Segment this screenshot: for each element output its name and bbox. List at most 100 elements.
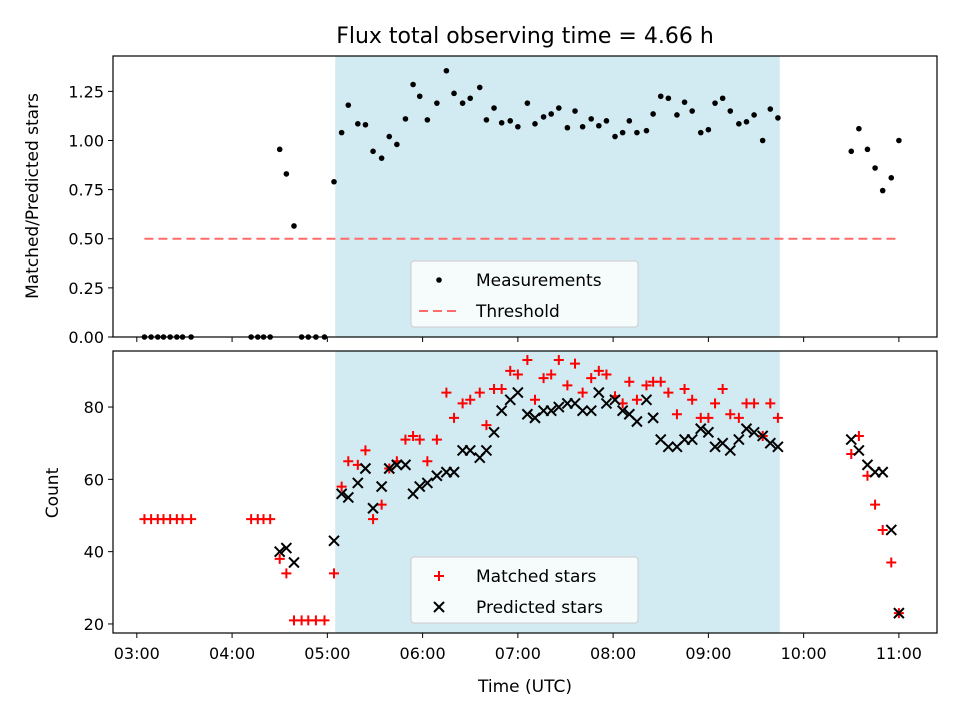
predicted-stars-point: [647, 412, 659, 424]
matched-stars-point: [717, 383, 728, 394]
matched-stars-point: [655, 376, 666, 387]
matched-stars-point: [553, 355, 564, 366]
matched-stars-point: [765, 398, 776, 409]
predicted-stars-point: [335, 488, 348, 500]
predicted-stars-point: [709, 441, 721, 453]
measurement-point: [483, 117, 490, 123]
matched-stars-point: [522, 355, 533, 366]
measurement-point: [743, 119, 750, 125]
measurement-point: [775, 115, 781, 121]
matched-stars-point: [368, 514, 379, 525]
measurement-point: [864, 146, 871, 153]
measurement-point: [548, 111, 554, 117]
predicted-stars-point: [399, 459, 412, 471]
measurement-point: [736, 120, 742, 127]
measurement-point: [572, 108, 578, 114]
matched-stars-point: [431, 434, 442, 445]
matched-stars-point: [663, 387, 674, 398]
predicted-stars-point: [764, 437, 777, 449]
measurement-point: [331, 178, 337, 185]
measurement-point: [626, 118, 633, 124]
measurement-point: [619, 129, 626, 136]
matched-stars-point: [679, 383, 690, 394]
matched-stars-point: [481, 420, 492, 431]
predicted-stars-point: [853, 444, 865, 457]
x-tick-label: 07:00: [495, 644, 541, 663]
measurement-point: [681, 99, 688, 105]
matched-stars-point: [400, 434, 411, 445]
predicted-stars-point: [662, 441, 675, 453]
matched-stars-point: [329, 568, 340, 579]
legend-marker-plus: [434, 571, 444, 581]
matched-stars-point: [886, 557, 897, 568]
measurement-point: [345, 102, 352, 108]
legend-label: Predicted stars: [476, 598, 603, 618]
predicted-stars-point: [631, 415, 643, 428]
predicted-stars-point: [512, 386, 524, 399]
measurement-point: [556, 105, 562, 111]
measurement-point: [596, 122, 602, 129]
predicted-stars-point: [288, 556, 300, 569]
predicted-stars-point: [375, 480, 388, 493]
matched-stars-point: [624, 376, 635, 387]
measurement-point: [451, 90, 457, 97]
matched-stars-point: [671, 409, 682, 420]
measurement-point: [564, 124, 571, 131]
measurement-point: [588, 116, 595, 122]
measurement-point: [751, 112, 757, 118]
matched-stars-point: [562, 380, 573, 391]
matched-stars-point: [265, 514, 276, 525]
legend-label: Threshold: [475, 302, 560, 322]
predicted-stars-point: [885, 524, 897, 536]
legend: Measurements Threshold: [410, 260, 639, 328]
measurement-point: [491, 105, 497, 111]
matched-stars-point: [310, 615, 321, 626]
predicted-stars-point: [576, 404, 589, 417]
measurement-point: [515, 123, 521, 130]
predicted-stars-point: [724, 444, 736, 457]
measurement-point: [759, 137, 766, 144]
y-tick-label: 40: [84, 543, 104, 562]
matched-stars-point: [733, 412, 744, 423]
matched-stars-point: [376, 499, 387, 510]
predicted-stars-point: [431, 470, 443, 482]
predicted-stars-point: [845, 433, 857, 446]
predicted-stars-point: [593, 386, 605, 399]
predicted-stars-point: [488, 426, 500, 439]
measurement-point: [498, 120, 505, 126]
x-tick-label: 05:00: [304, 644, 350, 663]
top-panel: 0.00 0.25 0.50 0.75 1.00 1.25 Measurements Thre…: [68, 55, 938, 347]
predicted-stars-point: [448, 466, 460, 478]
measurement-point: [705, 126, 712, 133]
y-tick-label: 0.25: [68, 279, 104, 298]
matched-stars-point: [186, 514, 197, 525]
predicted-stars-point: [280, 542, 293, 554]
measurement-point: [459, 100, 466, 106]
predicted-stars-point: [553, 401, 565, 413]
matched-stars-point: [360, 445, 371, 456]
measurement-point: [856, 125, 862, 132]
matched-stars-point: [274, 553, 285, 564]
predicted-stars-point: [740, 423, 753, 435]
measurement-point: [338, 129, 345, 136]
matched-stars-point: [570, 358, 581, 369]
y-tick-label: 1.25: [68, 82, 104, 101]
predicted-stars-point: [600, 397, 613, 410]
matched-stars-point: [177, 514, 188, 525]
x-axis-label: Time (UTC): [477, 677, 572, 697]
measurement-point: [665, 95, 672, 102]
measurement-point: [532, 120, 538, 127]
measurement-point: [650, 111, 656, 117]
matched-stars-point: [465, 394, 476, 405]
measurement-point: [767, 106, 774, 112]
matched-stars-point: [538, 373, 549, 384]
measurement-point: [355, 120, 361, 127]
matched-stars-point: [319, 615, 330, 626]
measurement-point: [434, 100, 440, 106]
measurement-point: [879, 187, 886, 194]
predicted-stars-point: [383, 462, 395, 475]
predicted-stars-point: [480, 444, 493, 457]
predicted-stars-point: [391, 459, 403, 471]
top-y-axis-label: Matched/Predicted stars: [23, 93, 43, 299]
